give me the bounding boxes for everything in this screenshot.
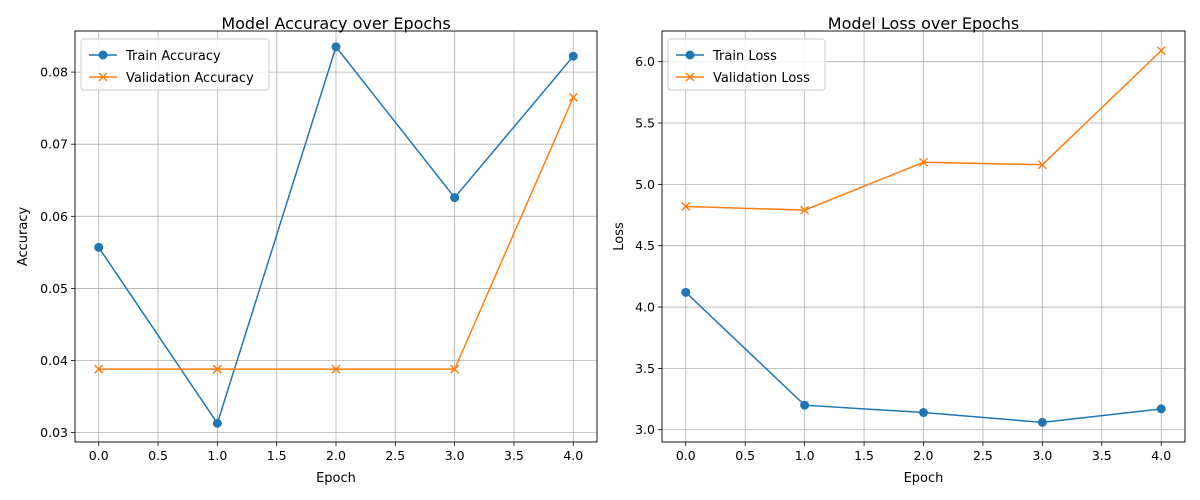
loss-x-axis-label: Epoch: [904, 471, 944, 486]
loss-y-tick-label: 3.5: [635, 361, 655, 376]
legend-marker-train-accuracy: [98, 50, 108, 60]
accuracy-chart-title: Model Accuracy over Epochs: [221, 14, 450, 33]
data-point-validation-loss: [1156, 46, 1166, 56]
loss-legend: Train Loss Validation Loss: [667, 38, 826, 91]
data-point-validation-accuracy: [450, 364, 460, 374]
loss-x-tick-label: 2.0: [914, 448, 934, 463]
accuracy-y-tick-label: 0.05: [40, 281, 68, 296]
accuracy-legend: Train Accuracy Validation Accuracy: [80, 38, 270, 91]
accuracy-x-tick-label: 3.0: [445, 448, 465, 463]
loss-x-tick-label: 1.0: [795, 448, 815, 463]
accuracy-y-tick-label: 0.08: [40, 65, 68, 80]
accuracy-y-tick-label: 0.06: [40, 209, 68, 224]
data-point-validation-accuracy: [331, 364, 341, 374]
loss-y-tick-label: 3.0: [635, 422, 655, 437]
loss-y-tick-label: 5.5: [635, 116, 655, 131]
data-point-train-loss: [1037, 417, 1047, 427]
loss-x-tick-label: 3.0: [1032, 448, 1052, 463]
data-point-train-accuracy: [331, 42, 341, 52]
accuracy-x-tick-label: 0.0: [89, 448, 109, 463]
data-point-train-loss: [681, 287, 691, 297]
legend-label-train-loss: Train Loss: [712, 49, 777, 64]
legend-marker-validation-loss: [685, 72, 695, 82]
loss-chart-title: Model Loss over Epochs: [828, 14, 1019, 33]
loss-x-tick-label: 4.0: [1151, 448, 1171, 463]
data-point-validation-loss: [681, 201, 691, 211]
data-point-train-loss: [1156, 404, 1166, 414]
accuracy-y-tick-label: 0.04: [40, 353, 68, 368]
loss-x-tick-label: 2.5: [973, 448, 993, 463]
loss-x-tick-label: 0.5: [735, 448, 755, 463]
data-point-train-accuracy: [568, 51, 578, 61]
data-point-train-loss: [800, 400, 810, 410]
loss-y-tick-label: 6.0: [635, 54, 655, 69]
legend-marker-train-loss: [685, 50, 695, 60]
legend-label-validation-loss: Validation Loss: [713, 71, 810, 86]
accuracy-x-tick-label: 2.5: [385, 448, 405, 463]
legend-label-validation-accuracy: Validation Accuracy: [126, 71, 254, 86]
accuracy-x-axis-label: Epoch: [316, 471, 356, 486]
legend-marker-validation-accuracy: [98, 72, 108, 82]
data-point-validation-accuracy: [212, 364, 222, 374]
accuracy-y-tick-label: 0.03: [40, 425, 68, 440]
loss-x-tick-label: 3.5: [1092, 448, 1112, 463]
loss-y-tick-label: 4.5: [635, 238, 655, 253]
data-point-train-accuracy: [450, 193, 460, 203]
accuracy-x-tick-label: 4.0: [563, 448, 583, 463]
data-point-validation-loss: [1037, 160, 1047, 170]
accuracy-y-axis-label: Accuracy: [16, 207, 31, 267]
data-point-validation-loss: [800, 205, 810, 215]
loss-x-tick-label: 0.0: [676, 448, 696, 463]
loss-x-tick-label: 1.5: [854, 448, 874, 463]
data-point-train-accuracy: [212, 418, 222, 428]
data-point-validation-accuracy: [94, 364, 104, 374]
loss-y-tick-label: 5.0: [635, 177, 655, 192]
accuracy-chart: Model Accuracy over Epochs 0.0 0.5 1.0 1.5 2…: [16, 14, 598, 486]
accuracy-x-tick-label: 1.0: [207, 448, 227, 463]
accuracy-x-tick-label: 2.0: [326, 448, 346, 463]
data-point-train-accuracy: [94, 242, 104, 252]
accuracy-x-tick-label: 0.5: [148, 448, 168, 463]
legend-label-train-accuracy: Train Accuracy: [125, 49, 221, 64]
loss-y-tick-label: 4.0: [635, 300, 655, 315]
loss-y-axis-label: Loss: [612, 222, 627, 251]
loss-chart: Model Loss over Epochs 0.0 0.5 1.0 1.5 2.0 2.…: [612, 14, 1186, 486]
data-point-validation-loss: [918, 157, 929, 167]
accuracy-x-tick-label: 1.5: [267, 448, 287, 463]
data-point-train-loss: [919, 408, 928, 418]
accuracy-y-tick-label: 0.07: [40, 137, 68, 152]
accuracy-x-tick-label: 3.5: [504, 448, 524, 463]
data-point-validation-accuracy: [568, 92, 578, 102]
